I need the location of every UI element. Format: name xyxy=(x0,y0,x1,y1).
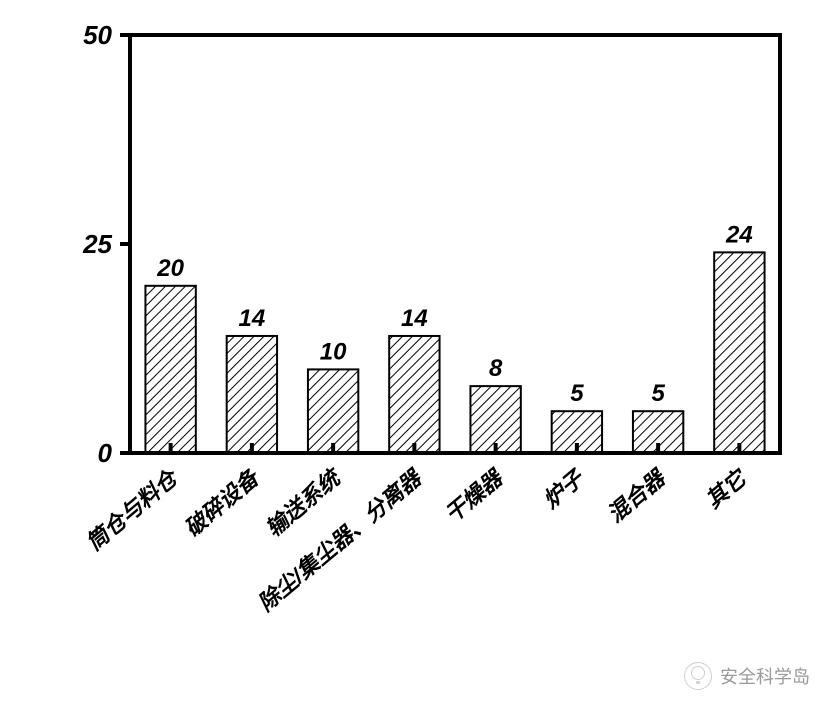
bar xyxy=(308,369,358,453)
x-category-label: 筒仓与料仓 xyxy=(81,464,184,556)
bar xyxy=(389,336,439,453)
x-category-label: 混合器 xyxy=(603,464,672,528)
bar-value-label: 5 xyxy=(570,380,584,407)
bar-value-label: 14 xyxy=(239,305,266,332)
x-category-label: 其它 xyxy=(701,464,753,513)
watermark-text: 安全科学岛 xyxy=(720,663,810,689)
wechat-icon xyxy=(684,662,712,690)
y-tick-label: 0 xyxy=(98,438,113,468)
bar-chart: 20筒仓与料仓14破碎设备10输送系统14除尘/集尘器、分离器8干燥器5炉子5混… xyxy=(40,25,800,645)
x-category-label: 破碎设备 xyxy=(180,464,266,542)
chart-svg: 20筒仓与料仓14破碎设备10输送系统14除尘/集尘器、分离器8干燥器5炉子5混… xyxy=(40,25,800,665)
y-tick-label: 25 xyxy=(82,229,112,259)
bar xyxy=(470,386,520,453)
y-tick-label: 50 xyxy=(83,25,112,50)
bar xyxy=(714,252,764,453)
bar-value-label: 10 xyxy=(320,338,347,365)
bar-value-label: 20 xyxy=(156,255,184,282)
bar xyxy=(227,336,277,453)
x-category-label: 炉子 xyxy=(538,464,590,513)
watermark: 安全科学岛 xyxy=(684,662,810,690)
bar-value-label: 5 xyxy=(651,380,665,407)
bar-value-label: 8 xyxy=(489,355,503,382)
bar-value-label: 24 xyxy=(725,221,753,248)
bar-value-label: 14 xyxy=(401,305,428,332)
x-category-label: 干燥器 xyxy=(440,464,509,528)
bar xyxy=(145,286,195,453)
